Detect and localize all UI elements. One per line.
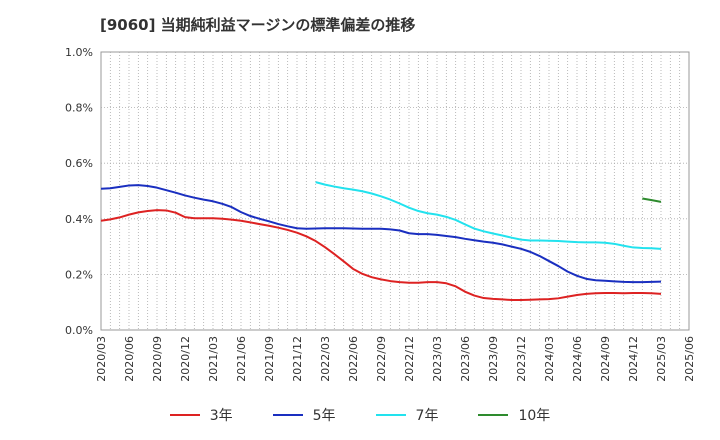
- legend-item-4: 10年: [478, 405, 550, 425]
- y-tick-label: 0.8%: [65, 102, 93, 115]
- legend-label: 10年: [518, 408, 551, 424]
- x-tick-label: 2020/12: [179, 336, 192, 382]
- x-tick-label: 2020/09: [151, 336, 164, 382]
- x-tick-label: 2020/03: [95, 336, 108, 382]
- y-tick-label: 0.6%: [65, 157, 93, 170]
- x-tick-label: 2020/06: [123, 336, 136, 382]
- y-tick-label: 0.0%: [65, 324, 93, 337]
- axes: 0.0% 0.2% 0.4% 0.6% 0.8% 1.0% 2020/03 2020/06 20…: [65, 46, 696, 382]
- x-tick-label: 2024/12: [627, 336, 640, 382]
- x-tick-label: 2024/03: [543, 336, 556, 382]
- x-tick-label: 2021/09: [263, 336, 276, 382]
- y-tick-label: 1.0%: [65, 46, 93, 59]
- x-tick-label: 2021/03: [207, 336, 220, 382]
- legend-label: 3年: [209, 408, 233, 424]
- series-line-1: [100, 209, 662, 301]
- y-tick-label: 0.4%: [65, 213, 93, 226]
- x-tick-label: 2024/06: [571, 336, 584, 382]
- plot-area: [100, 51, 690, 331]
- legend-swatch: [169, 414, 200, 416]
- x-tick-label: 2025/06: [683, 336, 696, 382]
- x-tick-label: 2022/06: [347, 336, 360, 382]
- x-tick-label: 2023/09: [487, 336, 500, 382]
- legend: 3年 5年 7年 10年: [0, 402, 720, 428]
- legend-swatch: [478, 414, 509, 416]
- grid-lines: [100, 51, 690, 331]
- legend-swatch: [272, 414, 303, 416]
- x-tick-label: 2024/09: [599, 336, 612, 382]
- series-line-2: [100, 184, 662, 284]
- x-tick-label: 2023/03: [431, 336, 444, 382]
- legend-item-3: 7年: [375, 405, 439, 425]
- legend-swatch: [375, 414, 406, 416]
- x-tick-label: 2022/12: [403, 336, 416, 382]
- x-tick-label: 2023/06: [459, 336, 472, 382]
- legend-label: 5年: [312, 408, 336, 424]
- x-tick-label: 2022/03: [319, 336, 332, 382]
- legend-item-2: 5年: [272, 405, 336, 425]
- x-tick-label: 2021/12: [291, 336, 304, 382]
- series-lines: [100, 181, 662, 301]
- x-tick-label: 2025/03: [655, 336, 668, 382]
- x-tick-label: 2022/09: [375, 336, 388, 382]
- chart-title: [9060] 当期純利益マージンの標準偏差の推移: [100, 16, 416, 34]
- y-tick-label: 0.2%: [65, 268, 93, 281]
- x-tick-label: 2021/06: [235, 336, 248, 382]
- series-line-3: [315, 181, 662, 250]
- legend-label: 7年: [415, 408, 439, 424]
- series-line-4: [642, 197, 662, 203]
- legend-item-1: 3年: [169, 405, 233, 425]
- x-tick-label: 2023/12: [515, 336, 528, 382]
